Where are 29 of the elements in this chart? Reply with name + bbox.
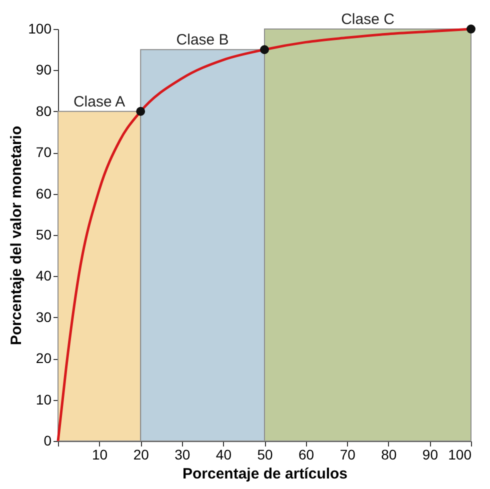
series-label: Clase A — [73, 93, 126, 110]
x-tick-label: 60 — [298, 446, 314, 462]
x-tick-label: 50 — [257, 446, 273, 462]
x-axis-title: Porcentaje de artículos — [182, 466, 348, 482]
point — [136, 106, 146, 116]
x-tick-label: 20 — [133, 446, 150, 462]
x-tick-label: 40 — [216, 446, 232, 462]
y-tick-label: 90 — [36, 62, 52, 78]
y-tick-label: 20 — [36, 350, 52, 366]
y-tick-label: 0 — [44, 432, 52, 448]
point — [466, 24, 476, 34]
y-tick-label: 50 — [36, 226, 52, 242]
x-tick-label: 100 — [448, 446, 472, 462]
y-tick-label: 40 — [36, 268, 52, 284]
y-tick-label: 30 — [36, 308, 52, 325]
x-tick-label: 30 — [174, 446, 190, 462]
y-tick-label: 100 — [28, 20, 52, 36]
x-tick-label: 10 — [92, 446, 108, 462]
series-label: Clase B — [176, 32, 229, 49]
x-tick-label: 70 — [340, 446, 356, 462]
y-tick-label: 80 — [36, 102, 52, 119]
y-tick-label: 60 — [36, 185, 52, 202]
y-tick-label: 10 — [36, 391, 52, 408]
x-tick-label: 80 — [381, 446, 397, 462]
series-label: Clase C — [341, 11, 395, 28]
y-tick-label: 70 — [36, 144, 52, 160]
point — [260, 45, 269, 54]
x-tick-label: 90 — [422, 446, 438, 462]
y-axis-title: Porcentaje del valor monetario — [8, 126, 26, 346]
